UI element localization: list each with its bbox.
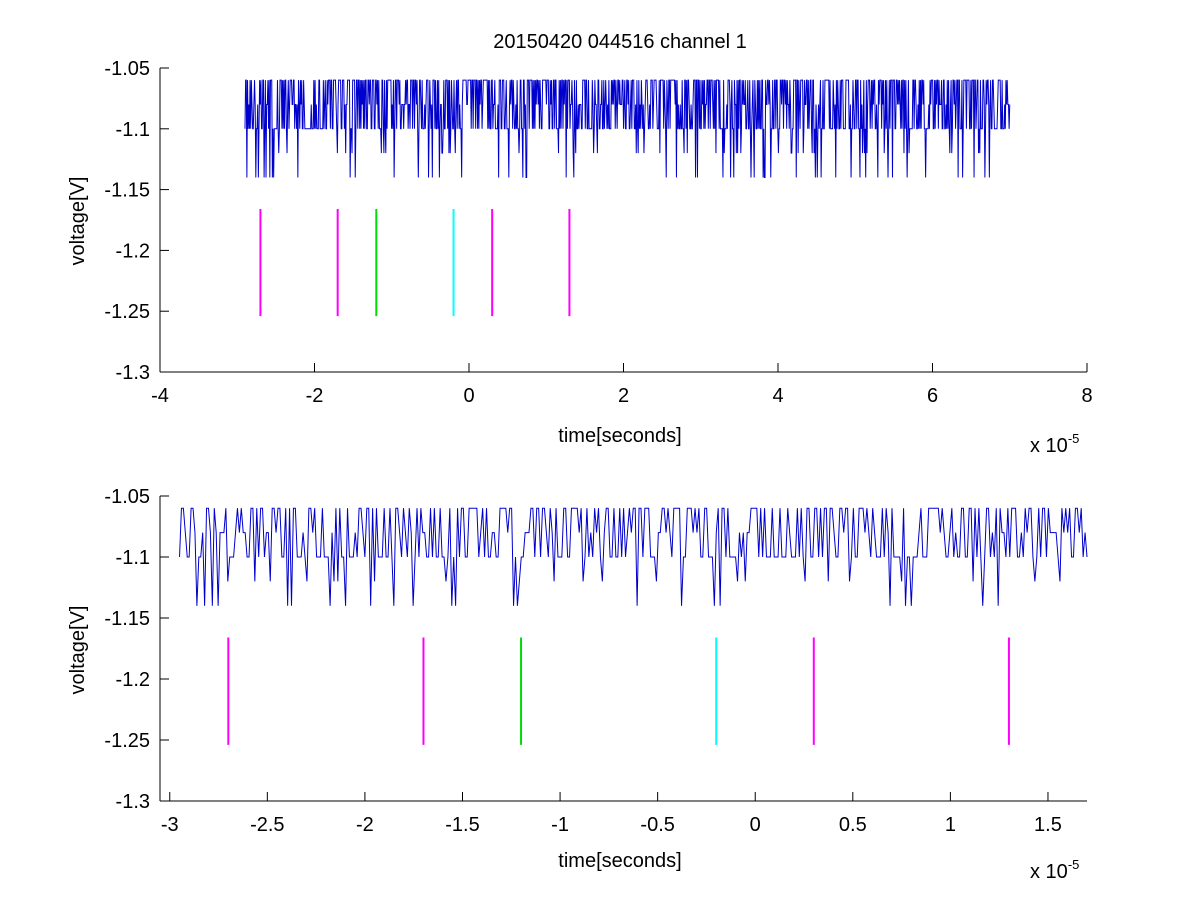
- bottom-axes: time[seconds] voltage[V] x 10-5 -3 -2.5 -2…: [67, 486, 1088, 883]
- voltage-series-line: [179, 507, 1088, 606]
- x-tick-label: 0.5: [839, 814, 867, 836]
- bottom-y-axis-label: voltage[V]: [67, 606, 89, 695]
- x-tick-label: -0.5: [640, 814, 674, 836]
- x-tick-label: 4: [772, 385, 783, 407]
- x-tick-label: -3: [161, 814, 179, 836]
- x-tick-label: 1: [945, 814, 956, 836]
- x-tick-label: -1.5: [445, 814, 479, 836]
- x-tick-label: -2: [306, 385, 324, 407]
- x-tick-label: 2: [618, 385, 629, 407]
- top-x-multiplier: x 10-5: [1030, 431, 1079, 457]
- voltage-series-line: [244, 79, 1011, 178]
- y-tick-label: -1.05: [104, 58, 150, 80]
- x-tick-label: -4: [151, 385, 169, 407]
- x-tick-label: -1: [551, 814, 569, 836]
- top-axes: time[seconds] voltage[V] x 10-5 -4 -2 0 2 4 6…: [67, 58, 1093, 457]
- y-tick-label: -1.15: [104, 180, 150, 202]
- y-tick-label: -1.2: [116, 240, 150, 262]
- top-y-axis-label: voltage[V]: [67, 177, 89, 266]
- chart-title: 20150420 044516 channel 1: [493, 31, 747, 53]
- bottom-x-multiplier: x 10-5: [1030, 857, 1079, 883]
- y-tick-label: -1.1: [116, 119, 150, 141]
- x-tick-label: -2.5: [250, 814, 284, 836]
- y-tick-label: -1.2: [116, 669, 150, 691]
- x-tick-label: 0: [463, 385, 474, 407]
- bottom-x-axis-label: time[seconds]: [558, 850, 681, 872]
- y-tick-label: -1.15: [104, 608, 150, 630]
- y-tick-label: -1.05: [104, 486, 150, 508]
- x-tick-label: -2: [356, 814, 374, 836]
- x-tick-label: 8: [1081, 385, 1092, 407]
- top-x-axis-label: time[seconds]: [558, 425, 681, 447]
- y-tick-label: -1.25: [104, 301, 150, 323]
- x-tick-label: 1.5: [1034, 814, 1062, 836]
- x-tick-label: 6: [927, 385, 938, 407]
- x-tick-label: 0: [750, 814, 761, 836]
- y-tick-label: -1.25: [104, 730, 150, 752]
- y-tick-label: -1.3: [116, 791, 150, 813]
- y-tick-label: -1.1: [116, 547, 150, 569]
- y-tick-label: -1.3: [116, 362, 150, 384]
